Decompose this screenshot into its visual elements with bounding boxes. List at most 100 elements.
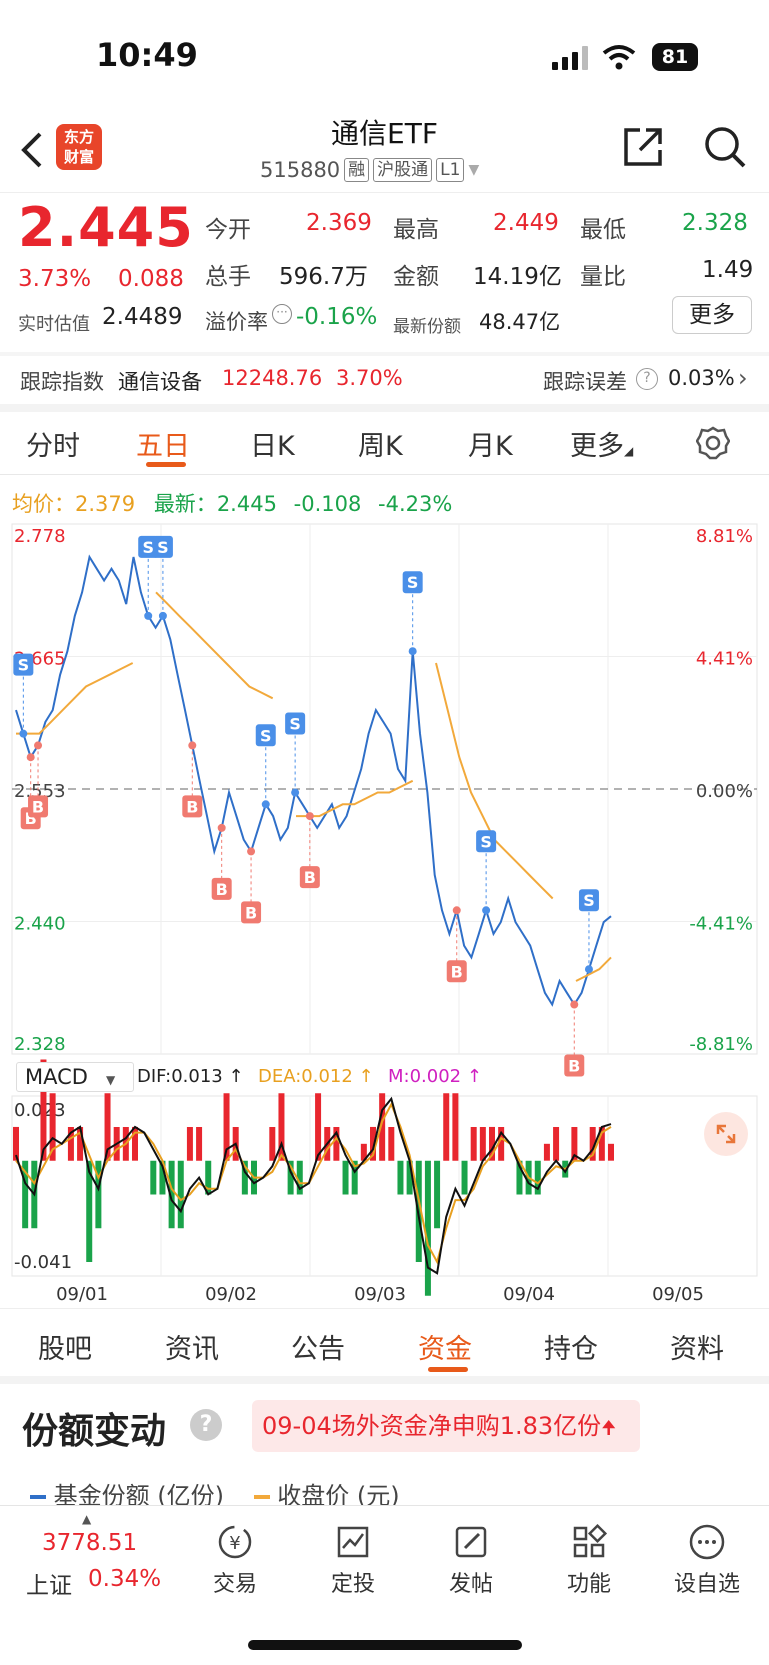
help-icon[interactable]: ? bbox=[190, 1409, 222, 1441]
gear-icon[interactable] bbox=[696, 426, 730, 460]
iopv-label: 实时估值 bbox=[18, 314, 90, 335]
help-icon[interactable]: ? bbox=[636, 368, 658, 390]
sell-marker bbox=[476, 830, 497, 853]
wifi-icon bbox=[602, 45, 636, 70]
marker-label: B bbox=[451, 962, 463, 981]
marker-label: S bbox=[480, 832, 492, 851]
tab-indicator bbox=[146, 462, 186, 467]
y-tick-left: 2.553 bbox=[14, 781, 66, 802]
low-label: 最低 bbox=[580, 217, 626, 243]
change-pct: 3.73% bbox=[18, 266, 92, 292]
tab-more[interactable]: 更多◢ bbox=[570, 431, 634, 462]
marker-dot bbox=[19, 729, 28, 738]
latest-chg: -0.108 bbox=[293, 492, 362, 516]
divider bbox=[0, 474, 769, 475]
yuan-circle-icon: ¥ bbox=[218, 1525, 252, 1559]
ratio-value: 1.49 bbox=[702, 257, 754, 283]
tab-intraday[interactable]: 分时 bbox=[26, 431, 80, 462]
tag-connect: 沪股通 bbox=[373, 158, 433, 182]
nav-post[interactable]: 发帖 bbox=[416, 1522, 526, 1598]
tab-profile[interactable]: 资料 bbox=[670, 1334, 724, 1365]
search-icon[interactable] bbox=[702, 124, 748, 170]
info-tabs: 股吧 资讯 公告 资金 持仓 资料 bbox=[0, 1308, 769, 1378]
shares-value: 48.47亿 bbox=[479, 310, 561, 334]
svg-text:¥: ¥ bbox=[229, 1533, 240, 1554]
net-subscription-notice[interactable]: 09-04场外资金净申购1.83亿份🠉 bbox=[252, 1400, 640, 1452]
marker-label: S bbox=[260, 726, 272, 745]
tag-level: L1 bbox=[436, 158, 465, 182]
track-index-name[interactable]: 通信设备 bbox=[118, 370, 202, 394]
buy-marker bbox=[28, 795, 49, 818]
marker-dot bbox=[305, 812, 314, 821]
y-tick-left: 2.328 bbox=[14, 1034, 66, 1055]
ratio-label: 量比 bbox=[580, 264, 626, 290]
more-dots-icon bbox=[689, 1524, 725, 1560]
sell-marker bbox=[578, 889, 599, 912]
y-tick-right: -8.81% bbox=[689, 1034, 753, 1055]
five-day-chart[interactable]: 2.7782.6652.5532.4402.3288.81%4.41%0.00%… bbox=[0, 476, 769, 1306]
tab-capital[interactable]: 资金 bbox=[418, 1334, 472, 1365]
dropdown-icon[interactable]: ▼ bbox=[468, 162, 480, 178]
buy-marker bbox=[564, 1054, 585, 1077]
price-line bbox=[15, 554, 612, 1007]
bottom-index-value[interactable]: 3778.51 bbox=[42, 1530, 138, 1556]
more-quote-button[interactable]: 更多 bbox=[672, 296, 752, 334]
marker-label: B bbox=[304, 868, 316, 887]
change-value: 0.088 bbox=[118, 266, 184, 292]
bottom-bar: ▲ 3778.51 上证 0.34% ¥ 交易 定投 发帖 功能 设自选 bbox=[0, 1505, 769, 1665]
section-title: 份额变动 bbox=[22, 1411, 167, 1452]
premium-value: -0.16% bbox=[296, 304, 378, 330]
amount-value: 14.19亿 bbox=[473, 264, 562, 290]
share-icon[interactable] bbox=[620, 124, 666, 170]
tab-weekly-k[interactable]: 周K bbox=[358, 431, 403, 462]
avg-value: 2.379 bbox=[75, 492, 136, 516]
tab-forum[interactable]: 股吧 bbox=[38, 1334, 92, 1365]
tab-monthly-k[interactable]: 月K bbox=[468, 431, 513, 462]
tab-news[interactable]: 资讯 bbox=[165, 1334, 219, 1365]
sell-marker bbox=[285, 712, 306, 735]
marker-dot bbox=[570, 1000, 579, 1009]
nav-trade[interactable]: ¥ 交易 bbox=[180, 1522, 290, 1598]
tab-daily-k[interactable]: 日K bbox=[250, 431, 295, 462]
dif-line bbox=[15, 1096, 612, 1275]
chevron-right-icon[interactable]: › bbox=[738, 364, 748, 392]
expand-icon[interactable] bbox=[704, 1112, 748, 1156]
x-tick-label: 09/05 bbox=[652, 1284, 704, 1305]
tab-indicator bbox=[428, 1367, 468, 1372]
tab-five-day[interactable]: 五日 bbox=[136, 431, 190, 462]
marker-dot bbox=[158, 611, 167, 620]
grid-icon bbox=[573, 1523, 608, 1558]
back-icon[interactable] bbox=[18, 130, 44, 170]
tab-announcement[interactable]: 公告 bbox=[291, 1334, 345, 1365]
track-label: 跟踪指数 bbox=[20, 370, 104, 394]
marker-dot bbox=[247, 847, 256, 856]
chart-board-icon bbox=[337, 1526, 369, 1558]
tab-holdings[interactable]: 持仓 bbox=[544, 1334, 598, 1365]
tag-margin: 融 bbox=[344, 158, 370, 182]
sell-marker bbox=[402, 571, 423, 594]
status-time: 10:49 bbox=[96, 36, 198, 74]
sell-marker bbox=[13, 653, 34, 676]
marker-label: S bbox=[407, 573, 419, 592]
open-label: 今开 bbox=[205, 217, 251, 243]
volume-value: 596.7万 bbox=[279, 264, 368, 290]
latest-chg-pct: -4.23% bbox=[378, 492, 453, 516]
edit-icon bbox=[455, 1526, 487, 1558]
y-tick-left: 2.778 bbox=[14, 526, 66, 547]
macd-selector[interactable]: MACD ▼ bbox=[16, 1062, 134, 1092]
divider bbox=[0, 352, 769, 356]
marker-label: B bbox=[216, 880, 228, 899]
signal-icon bbox=[552, 46, 588, 70]
nav-add-watchlist[interactable]: 设自选 bbox=[652, 1522, 762, 1598]
premium-info-icon[interactable]: ··· bbox=[272, 304, 292, 324]
battery-icon: 81 bbox=[652, 43, 698, 71]
nav-invest-plan[interactable]: 定投 bbox=[298, 1522, 408, 1598]
app-logo: 东方 财富 bbox=[56, 124, 102, 170]
nav-functions[interactable]: 功能 bbox=[534, 1522, 644, 1598]
macd-bottom-tick: -0.041 bbox=[14, 1252, 72, 1273]
marker-dot bbox=[188, 741, 197, 750]
high-label: 最高 bbox=[393, 217, 439, 243]
marker-dot bbox=[291, 788, 300, 797]
macd-dif-label: DIF:0.013 ↑ bbox=[137, 1066, 244, 1087]
marker-label: S bbox=[142, 538, 154, 557]
